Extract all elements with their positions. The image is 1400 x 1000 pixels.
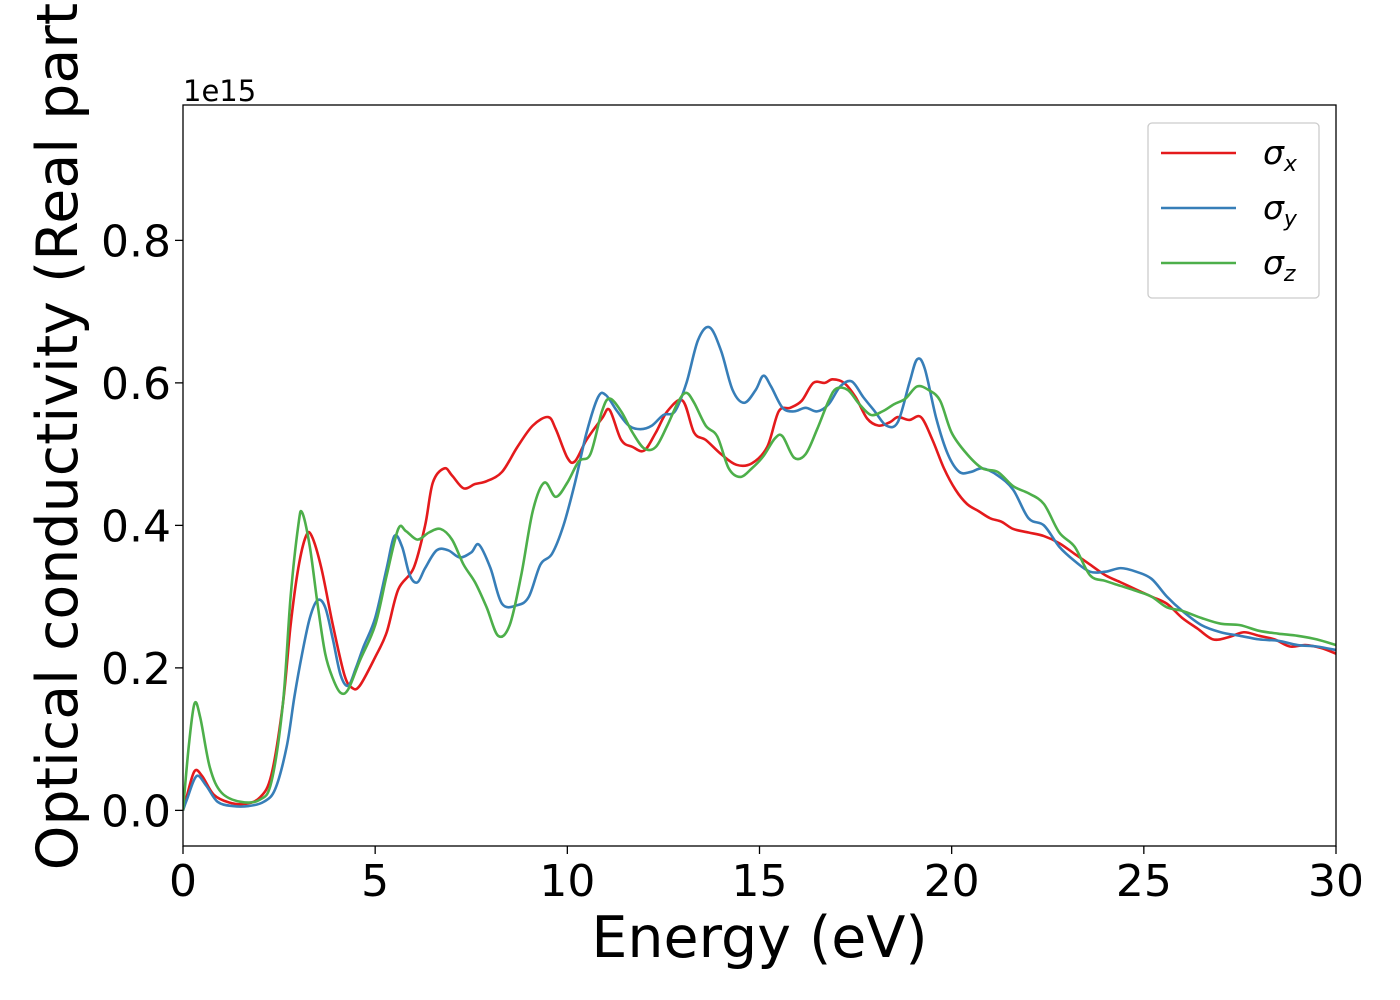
legend: σx σy σz (1147, 122, 1320, 299)
y-tick-label: 0.8 (101, 216, 171, 267)
series-line-y (183, 325, 1336, 811)
x-tick-label: 15 (732, 856, 788, 907)
x-tick-label: 5 (361, 856, 389, 907)
x-tick-label: 0 (169, 856, 197, 907)
x-tick-label: 10 (539, 856, 595, 907)
x-tick-label: 30 (1308, 856, 1364, 907)
y-tick-label: 0.0 (101, 786, 171, 837)
series-line-z (183, 384, 1336, 811)
legend-label-y: σy (1263, 188, 1298, 232)
y-tick-label: 0.6 (101, 359, 171, 410)
legend-label-x: σx (1263, 133, 1298, 177)
y-axis-offset-text: 1e15 (183, 74, 256, 108)
x-tick-label: 20 (924, 856, 980, 907)
series-lines (183, 325, 1336, 811)
series-line-x (183, 378, 1336, 811)
legend-box (1147, 122, 1320, 299)
x-tick-label: 25 (1116, 856, 1172, 907)
legend-label-z: σz (1263, 243, 1296, 287)
x-axis-title: Energy (eV) (591, 905, 927, 971)
y-tick-label: 0.4 (101, 501, 171, 552)
axis-ticks: 0 5 10 15 20 25 30 0.0 0.2 0.4 0.6 0.8 (101, 216, 1364, 907)
y-axis-title: Optical conductivity (Real part) (25, 0, 91, 870)
y-tick-label: 0.2 (101, 644, 171, 695)
